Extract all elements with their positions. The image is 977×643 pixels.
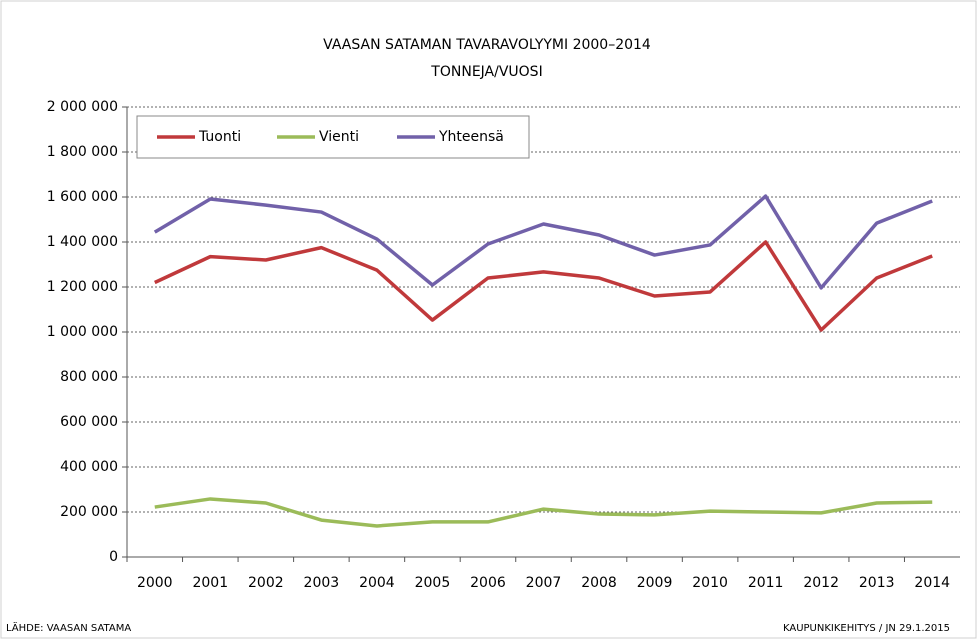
x-tick-label: 2011 (748, 575, 784, 591)
x-tick-label: 2010 (692, 575, 728, 591)
legend-label: Yhteensä (438, 129, 504, 145)
series-line (154, 240, 933, 332)
y-tick-label: 200 000 (60, 504, 118, 520)
x-tick-label: 2000 (137, 575, 173, 591)
legend-label: Tuonti (198, 129, 241, 145)
chart-title: VAASAN SATAMAN TAVARAVOLYYMI 2000–2014 (323, 37, 651, 53)
x-tick-label: 2009 (637, 575, 673, 591)
y-tick-label: 0 (109, 549, 118, 565)
x-tick-label: 2014 (914, 575, 950, 591)
y-tick-label: 800 000 (60, 369, 118, 385)
y-tick-label: 2 000 000 (47, 99, 118, 115)
x-tick-label: 2003 (304, 575, 340, 591)
y-tick-label: 1 800 000 (47, 144, 118, 160)
x-tick-label: 2012 (803, 575, 839, 591)
credit: KAUPUNKIKEHITYS / JN 29.1.2015 (783, 623, 950, 634)
x-tick-label: 2002 (248, 575, 284, 591)
y-tick-label: 600 000 (60, 414, 118, 430)
source: LÄHDE: VAASAN SATAMA (6, 621, 131, 634)
x-tick-label: 2005 (415, 575, 451, 591)
legend-label: Vienti (319, 129, 359, 145)
legend-box (136, 115, 530, 159)
x-tick-label: 2006 (470, 575, 506, 591)
y-tick-label: 1 600 000 (47, 189, 118, 205)
y-tick-label: 1 000 000 (47, 324, 118, 340)
chart-subtitle: TONNEJA/VUOSI (430, 64, 542, 80)
x-tick-label: 2007 (526, 575, 562, 591)
y-tick-label: 1 400 000 (47, 234, 118, 250)
y-tick-label: 400 000 (60, 459, 118, 475)
y-tick-label: 1 200 000 (47, 279, 118, 295)
x-tick-label: 2013 (859, 575, 895, 591)
x-tick-label: 2008 (581, 575, 617, 591)
series-line (153, 194, 933, 290)
series-line (154, 497, 933, 528)
x-tick-label: 2001 (192, 575, 228, 591)
x-tick-label: 2004 (359, 575, 395, 591)
